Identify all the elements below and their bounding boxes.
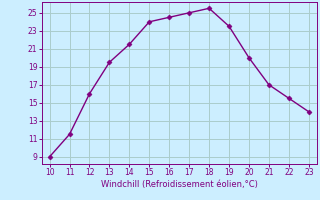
X-axis label: Windchill (Refroidissement éolien,°C): Windchill (Refroidissement éolien,°C) (101, 180, 258, 189)
